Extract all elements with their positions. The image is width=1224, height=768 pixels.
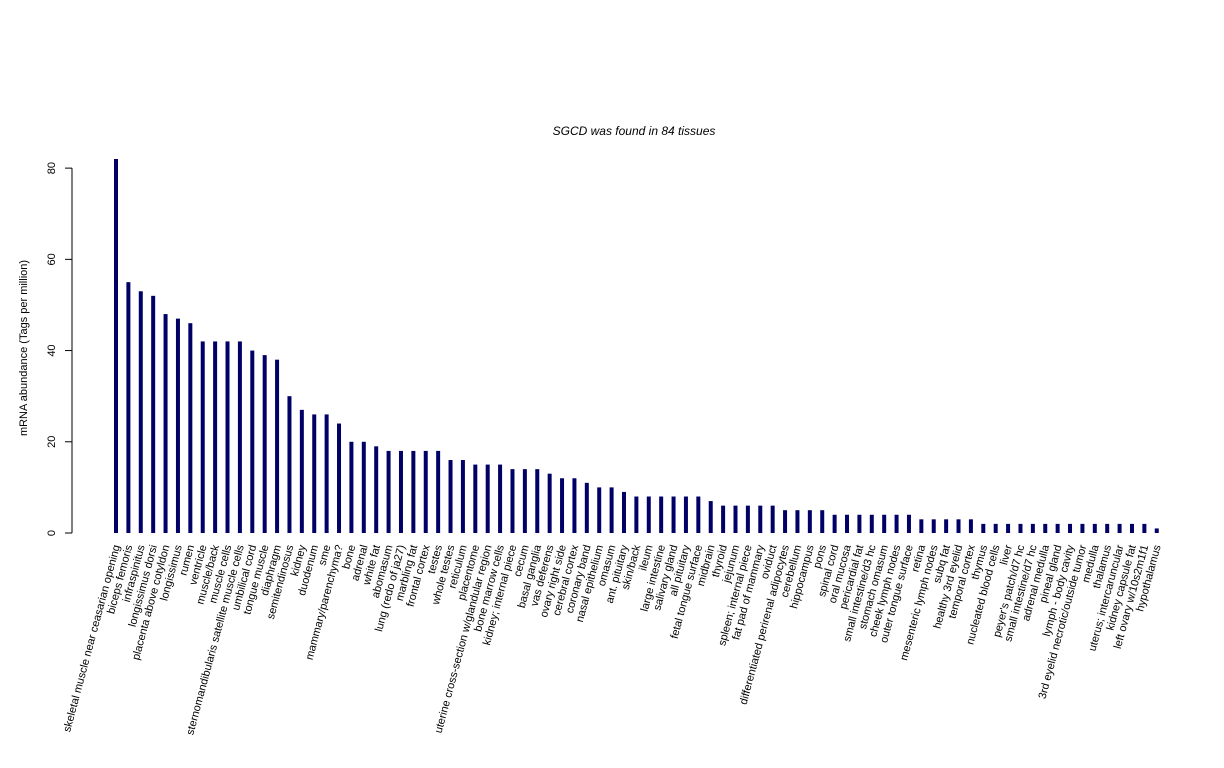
bar: [262, 355, 267, 533]
bar: [213, 341, 218, 533]
bar: [770, 505, 775, 533]
bar: [386, 450, 391, 533]
bar: [1105, 523, 1110, 533]
bar: [188, 323, 193, 533]
bar: [944, 519, 949, 533]
bar: [324, 414, 329, 533]
bar: [894, 514, 899, 533]
y-tick-label: 80: [46, 162, 58, 174]
bar: [1092, 523, 1097, 533]
bar: [275, 359, 280, 533]
bar: [1117, 523, 1122, 533]
bar: [634, 496, 639, 533]
bar: [560, 478, 565, 533]
bar: [758, 505, 763, 533]
bar: [460, 460, 465, 533]
bar: [721, 505, 726, 533]
bar: [200, 341, 205, 533]
bar: [114, 159, 118, 533]
bar: [1018, 523, 1023, 533]
bar: [956, 519, 961, 533]
bar: [931, 519, 936, 533]
bar: [225, 341, 230, 533]
bar: [1080, 523, 1085, 533]
bar: [436, 450, 441, 533]
bar: [733, 505, 738, 533]
bar: [250, 350, 255, 533]
bar: [832, 514, 837, 533]
bar: [510, 469, 515, 533]
bar: [374, 446, 379, 533]
bar: [807, 510, 812, 533]
bar: [1154, 528, 1159, 533]
bar: [138, 291, 143, 533]
bar: [423, 450, 428, 533]
bar: [981, 523, 986, 533]
bar: [696, 496, 701, 533]
bar: [1142, 523, 1147, 533]
bar: [1055, 523, 1060, 533]
y-tick-label: 40: [46, 344, 58, 356]
bar: [572, 478, 577, 533]
bar: [597, 487, 602, 533]
bar: [498, 464, 503, 533]
bar: [485, 464, 490, 533]
bar: [882, 514, 887, 533]
bar: [1129, 523, 1134, 533]
bar: [906, 514, 911, 533]
bar: [473, 464, 478, 533]
bar: [237, 341, 242, 533]
bar: [968, 519, 973, 533]
bar: [869, 514, 874, 533]
chart-title: SGCD was found in 84 tissues: [553, 124, 716, 138]
bar: [361, 441, 366, 533]
y-axis-label: mRNA abundance (Tags per million): [18, 260, 30, 436]
x-tick-label: skeletal muscle near ceasarian opening: [61, 544, 123, 734]
bar: [745, 505, 750, 533]
bar: [349, 441, 354, 533]
bar: [337, 423, 342, 533]
bar: [646, 496, 651, 533]
y-tick-label: 60: [46, 253, 58, 265]
bar: [671, 496, 676, 533]
bar: [126, 282, 131, 533]
bar: [783, 510, 788, 533]
bar: [820, 510, 825, 533]
bar: [1068, 523, 1073, 533]
bar: [547, 473, 552, 533]
bar: [845, 514, 850, 533]
bar: [411, 450, 416, 533]
bar: [609, 487, 614, 533]
y-tick-label: 0: [46, 530, 58, 536]
bar: [398, 450, 403, 533]
bar: [448, 460, 453, 533]
bar: [287, 396, 292, 533]
bar: [857, 514, 862, 533]
bar: [659, 496, 664, 533]
bars: [114, 159, 1159, 533]
bar: [1043, 523, 1048, 533]
x-tick-labels: skeletal muscle near ceasarian openingbi…: [61, 543, 1163, 737]
bar: [621, 491, 626, 533]
bar: [299, 409, 304, 533]
bar: [919, 519, 924, 533]
bar: [312, 414, 317, 533]
bar: [522, 469, 527, 533]
x-tick-label: sme: [317, 544, 334, 567]
bar: [708, 501, 713, 533]
bar: [795, 510, 800, 533]
bar: [175, 318, 180, 533]
x-tick-label: liver: [998, 543, 1015, 566]
bar: [584, 482, 589, 533]
bar: [535, 469, 540, 533]
y-tick-label: 20: [46, 436, 58, 448]
bar: [163, 314, 168, 533]
bar: [993, 523, 998, 533]
y-axis: 0 20 40 60 80: [46, 162, 73, 536]
bar: [683, 496, 688, 533]
bar: [151, 295, 156, 533]
bar: [1030, 523, 1035, 533]
bar: [1006, 523, 1011, 533]
